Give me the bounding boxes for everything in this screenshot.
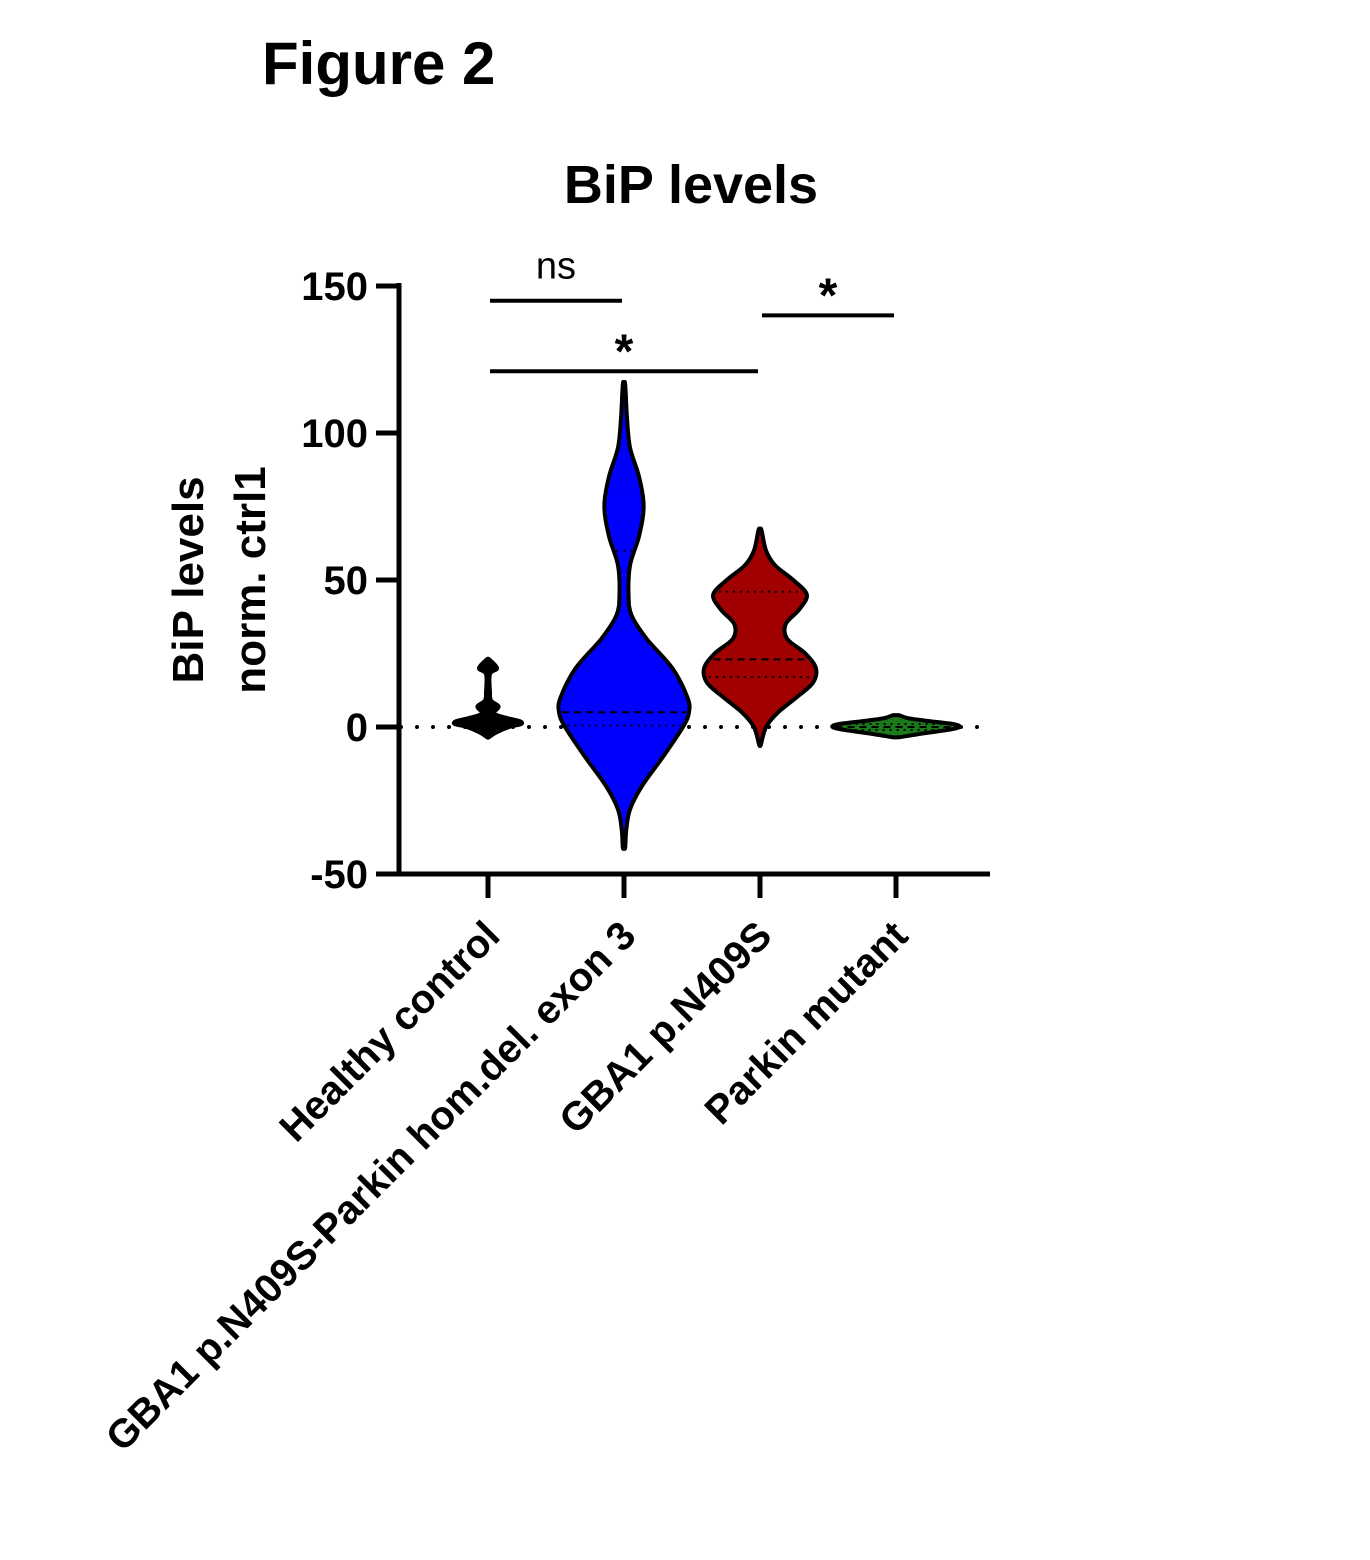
figure-label: Figure 2 <box>262 30 496 97</box>
violin-body <box>701 526 819 748</box>
violin-1 <box>451 656 525 740</box>
violin-body <box>556 379 692 851</box>
y-tick-label: -50 <box>310 853 368 897</box>
violin-2 <box>556 379 692 851</box>
y-tick-label: 50 <box>324 559 369 603</box>
y-axis-label-line2: norm. ctrl1 <box>226 466 275 693</box>
y-ticks: -50 0 50 100 150 <box>301 265 399 897</box>
violin-4 <box>830 713 962 740</box>
violin-3 <box>701 526 819 748</box>
y-tick-label: 0 <box>346 706 368 750</box>
y-tick-label: 150 <box>301 265 368 309</box>
significance-label: * <box>615 325 634 378</box>
y-axis-label-line1: BiP levels <box>164 476 213 683</box>
y-tick-label: 100 <box>301 412 368 456</box>
significance-label: ns <box>536 246 576 288</box>
significance-brackets: ns * * <box>490 246 894 378</box>
x-tick-label: GBA1 p.N409S-Parkin hom.del. exon 3 <box>98 913 645 1460</box>
significance-label: * <box>819 269 838 322</box>
violin-body <box>451 656 525 740</box>
violins <box>451 379 962 851</box>
y-axis-label: BiP levels norm. ctrl1 <box>164 466 275 693</box>
chart-title: BiP levels <box>564 155 818 215</box>
